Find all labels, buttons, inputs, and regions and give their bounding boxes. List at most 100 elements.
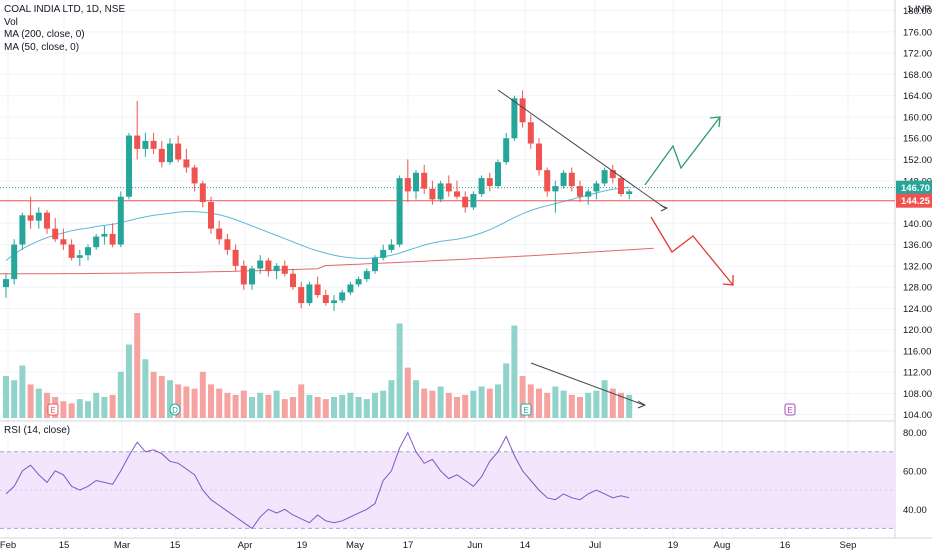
- candle-body: [437, 183, 444, 200]
- candle-body: [388, 244, 395, 250]
- candle-body: [27, 215, 34, 221]
- volume-bar: [216, 388, 223, 418]
- candle-body: [68, 244, 75, 258]
- time-tick-label: Apr: [238, 540, 253, 550]
- volume-bar: [421, 388, 428, 418]
- candle-body: [404, 178, 411, 192]
- earnings-marker-icon: [520, 403, 532, 416]
- volume-bar: [281, 399, 288, 418]
- time-tick-label: Jul: [589, 540, 601, 550]
- price-label-box: [896, 193, 932, 208]
- volume-bar: [347, 392, 354, 418]
- volume-bar: [232, 394, 239, 418]
- candle-body: [470, 194, 477, 208]
- rsi-legend[interactable]: RSI (14, close): [4, 425, 71, 436]
- volume-bar: [511, 325, 518, 418]
- volume-bar: [150, 371, 157, 418]
- candle-body: [372, 257, 378, 272]
- volume-bar: [503, 363, 510, 418]
- rsi-line: [5, 431, 630, 530]
- candle-body: [249, 268, 255, 285]
- volume-bar: [470, 390, 477, 418]
- volume-bar: [363, 399, 370, 418]
- time-tick-label: Jun: [467, 540, 482, 550]
- bearish-arrowhead-icon: [722, 275, 734, 286]
- volume-bar: [577, 397, 583, 418]
- price-tick-label: 140.00: [903, 219, 932, 230]
- time-tick-label: 17: [403, 540, 414, 550]
- candle-body: [413, 172, 419, 192]
- volume-bar: [142, 359, 149, 418]
- candle-body: [593, 183, 600, 192]
- volume-bar: [339, 394, 346, 418]
- price-tick-label: 160.00: [903, 112, 932, 123]
- ma200-legend[interactable]: MA (200, close, 0): [4, 29, 85, 40]
- rsi-tick-label: 40.00: [903, 505, 927, 516]
- candle-body: [134, 135, 141, 149]
- volume-bar: [437, 386, 444, 418]
- candle-body: [552, 186, 559, 192]
- candle-body: [257, 260, 264, 269]
- volume-bar: [27, 384, 34, 418]
- volume-bar: [298, 384, 305, 418]
- price-label-box: [896, 180, 932, 195]
- volume-bar: [3, 376, 9, 418]
- candle-body: [142, 140, 149, 149]
- ma50-line: [5, 186, 630, 261]
- candle-body: [519, 98, 526, 123]
- candle-body: [306, 284, 313, 304]
- candle-body: [503, 138, 510, 163]
- bullish-arrowhead-icon: [709, 116, 721, 128]
- time-tick-label: Feb: [0, 540, 16, 550]
- candle-body: [298, 287, 305, 304]
- earnings-marker-label: E: [50, 406, 55, 415]
- volume-bar: [11, 380, 18, 418]
- candle-body: [281, 265, 288, 274]
- volume-bar: [224, 392, 231, 418]
- volume-legend[interactable]: Vol: [4, 16, 18, 28]
- candle-body: [454, 191, 460, 197]
- candle-body: [52, 228, 59, 240]
- earnings-marker-label: E: [523, 406, 528, 415]
- time-tick-label: Mar: [114, 540, 130, 550]
- candle-body: [126, 135, 132, 197]
- volume-bar: [117, 371, 124, 418]
- volume-bar: [44, 392, 50, 418]
- volume-bar: [380, 390, 387, 418]
- price-tick-label: 104.00: [903, 410, 932, 421]
- candle-body: [568, 172, 575, 187]
- volume-bar: [60, 401, 67, 418]
- price-tick-label: 180.00: [903, 6, 932, 17]
- candle-body: [486, 178, 493, 187]
- volume-bar: [101, 397, 108, 418]
- ma50-legend[interactable]: MA (50, close, 0): [4, 41, 80, 53]
- candle-body: [85, 247, 91, 256]
- time-tick-label: 19: [668, 540, 679, 550]
- volume-bar: [454, 397, 460, 418]
- bullish-path-arrow: [644, 116, 721, 186]
- volume-arrowhead: [637, 400, 647, 409]
- candle-body: [536, 143, 542, 171]
- price-tick-label: 128.00: [903, 283, 932, 294]
- candle-body: [150, 140, 157, 149]
- time-tick-label: Aug: [714, 540, 731, 550]
- volume-bar: [19, 365, 26, 418]
- volume-bar: [552, 386, 559, 418]
- candle-body: [199, 183, 206, 203]
- volume-bar: [609, 388, 616, 418]
- resistance-trendline: [497, 89, 666, 209]
- candle-body: [265, 260, 272, 272]
- candle-body: [363, 271, 370, 280]
- price-tick-label: 172.00: [903, 49, 932, 60]
- volume-bar: [273, 390, 280, 418]
- candle-body: [35, 212, 42, 221]
- time-tick-label: Sep: [840, 540, 857, 550]
- price-tick-label: 164.00: [903, 91, 932, 102]
- volume-bar: [76, 399, 83, 418]
- volume-bar: [429, 390, 436, 418]
- volume-bar: [290, 397, 296, 418]
- symbol-title[interactable]: COAL INDIA LTD, 1D, NSE: [4, 4, 126, 15]
- rsi-tick-label: 60.00: [903, 466, 927, 477]
